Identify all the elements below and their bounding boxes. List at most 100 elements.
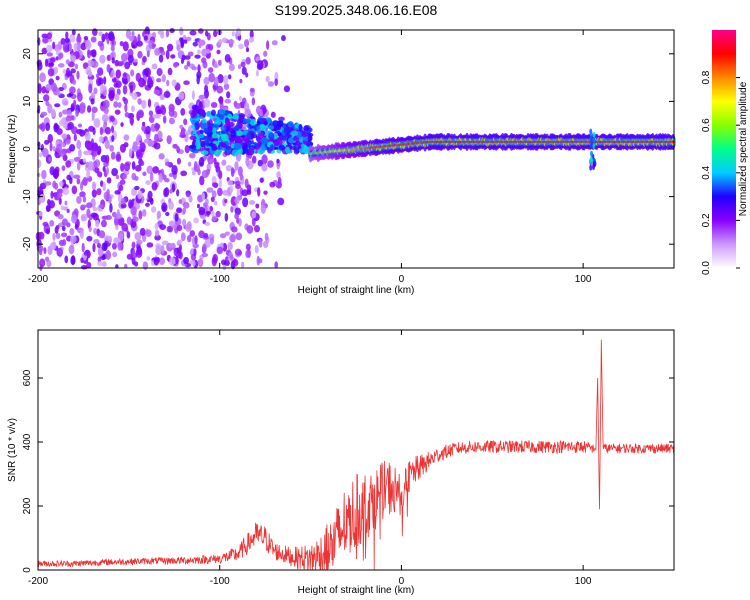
spectrogram-cell [248,200,256,206]
spectrogram-cell [192,260,196,267]
spectrogram-cell [230,206,234,213]
spectrogram-cell [62,154,68,162]
spectrogram-cell [90,36,97,43]
spectrogram-cell [147,190,153,199]
spectrogram-cell [224,198,228,204]
spectrogram-cell [94,167,100,174]
spectrogram-cell [76,161,81,171]
spectrogram-cell [234,161,239,171]
spectrogram-cell [80,42,87,51]
spectrogram-cell [61,218,68,226]
spectrogram-cell [56,188,64,194]
spectrogram-cell [224,53,231,63]
spectrogram-cell [204,30,209,37]
spectrogram-cell [165,29,170,38]
spectrogram-cell [187,161,192,167]
spectrogram-cell [137,50,143,59]
spectrogram-cell [265,75,270,83]
colorbar-gradient [712,30,736,268]
spectrogram-cell [257,187,261,197]
snr-ytick-label: 200 [22,497,33,514]
spectrogram-cell [105,250,112,260]
spectrogram-cell [221,133,229,142]
spectrogram-cell [220,126,227,132]
spectrogram-cell [210,102,218,108]
spectrogram-cell [91,106,98,113]
spectrogram-cell [186,234,192,243]
spectrogram-cell [86,202,93,209]
spectrogram-cell [111,77,117,83]
spectrogram-cell [46,260,52,268]
spectrogram-cell [135,247,143,258]
spectrogram-cell [91,181,97,191]
spectrogram-cell [251,155,257,164]
spectrogram-cell [129,85,134,94]
spectrogram-cell [198,101,203,111]
spectrogram-cell [124,103,128,113]
spectrogram-cell [86,105,92,113]
spectrogram-cell [592,137,596,144]
spectrogram-cell [239,172,244,181]
spectrogram-cell [210,109,216,117]
colorbar: 0.0 0.2 0.4 0.6 0.8 Normalized spectral ampl… [701,30,749,275]
spectrogram-cell [267,124,275,130]
spectrogram-cell [106,188,110,198]
spectrogram-cell [225,119,231,127]
spectrogram-cell [274,261,279,269]
spectrogram-cell [276,171,281,179]
spectrogram-cell [160,50,166,56]
spectrogram-cell [71,185,78,195]
spectrogram-cell [234,197,240,205]
snr-xtick-label: -100 [210,576,230,587]
spectrogram-cell [85,40,92,50]
spectrogram-cell [136,239,143,245]
spectrogram-cell [205,168,211,176]
spectrogram-cell [54,103,61,108]
spectrogram-cell [109,144,114,152]
spectrogram-ytick-label: 0 [22,146,33,152]
spectrogram-cell [229,234,236,243]
spectrogram-cell [237,122,243,129]
spectrogram-cell [123,162,131,172]
spectrogram-cell [193,248,197,257]
spectrogram-cell [80,204,87,209]
spectrogram-cell [99,180,104,187]
spectrogram-cell [92,243,96,253]
spectrogram-cell [199,109,206,117]
spectrogram-cell [124,61,131,70]
spectrogram-cell [49,166,56,176]
colorbar-tick-label: 0.2 [701,213,712,227]
spectrogram-cell [260,204,266,214]
spectrogram-cell [79,229,84,239]
spectrogram-cell [96,242,101,249]
spectrogram-cell [232,258,239,267]
spectrogram-cell [166,135,172,145]
spectrogram-cell [128,199,133,209]
spectrogram-cell [173,247,178,257]
spectrogram-cell [38,123,43,130]
spectrogram-cell [197,194,204,203]
spectrogram-cell [149,198,154,205]
spectrogram-cell [211,190,217,199]
spectrogram-cell [91,189,97,198]
spectrogram-cell [249,87,255,93]
spectrogram-cell [103,107,109,115]
spectrogram-cell [291,146,297,151]
spectrogram-cell [73,174,81,179]
spectrogram-cell [285,146,290,154]
spectrogram-cell [104,139,110,150]
spectrogram-cell [71,55,77,63]
spectrogram-cell [122,173,127,180]
spectrogram-cell [241,66,247,75]
spectrogram-cell [277,197,285,206]
spectrogram-cell [111,135,115,142]
spectrogram-cell [97,256,102,263]
spectrogram-cell [82,158,87,163]
spectrogram-cell [46,52,53,57]
spectrogram-cell [112,251,118,258]
spectrogram-cell [98,77,104,86]
spectrogram-cell [134,232,142,241]
spectrogram-cell [183,118,188,126]
spectrogram-cell [131,255,136,265]
spectrogram-cell [127,73,131,83]
